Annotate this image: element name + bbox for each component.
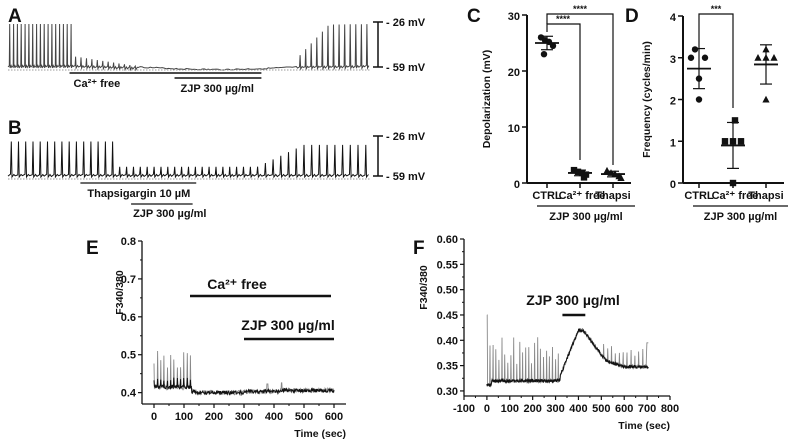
x-tick-label: 500 — [592, 403, 610, 415]
trace-b — [7, 141, 369, 179]
trace-gray-f — [486, 314, 649, 387]
data-point-triangle — [603, 166, 611, 174]
data-point-circle — [687, 54, 695, 61]
y-tick-label: 0.6 — [121, 312, 136, 324]
x-tick-label: 200 — [523, 403, 541, 415]
treatment-label-zjp-a: ZJP 300 µg/ml — [181, 83, 254, 95]
data-point-square — [580, 174, 588, 181]
y-tick-label: 0.8 — [121, 236, 136, 248]
y-axis-title: Frequency (cycles/min) — [641, 41, 653, 158]
data-point-circle — [549, 42, 557, 49]
y-tick-label: 3 — [670, 54, 676, 66]
panel-label-e: E — [86, 238, 99, 259]
data-point-square — [574, 168, 582, 175]
treatment-label-ca-free-a: Ca²⁺ free — [74, 78, 121, 90]
category-label: CTRL — [532, 190, 562, 202]
x-tick-label: 600 — [615, 403, 633, 415]
y-tick-label: 20 — [508, 67, 520, 79]
y-tick-label: 0.60 — [437, 234, 458, 246]
y-axis-title: F340/380 — [114, 270, 126, 315]
treatment-label: Ca²⁺ free — [207, 276, 267, 292]
scale-label-bottom: - 59 mV — [386, 171, 426, 183]
scale-label-top: - 26 mV — [386, 131, 426, 143]
y-tick-label: 0 — [514, 179, 520, 191]
x-tick-label: 800 — [661, 403, 679, 415]
treatment-label-thapsigargin-b: Thapsigargin 10 µM — [87, 188, 190, 200]
x-tick-label: 600 — [325, 411, 343, 423]
category-label: Ca²⁺ free — [559, 190, 606, 202]
group-bracket-label: ZJP 300 µg/ml — [704, 211, 777, 223]
x-tick-label: -100 — [453, 403, 475, 415]
significance-bracket — [546, 23, 581, 160]
y-tick-label: 0.35 — [437, 361, 458, 373]
x-axis-title: Time (sec) — [294, 428, 346, 440]
data-point-square — [731, 117, 739, 124]
panel-label-b: B — [8, 118, 22, 139]
panel-label-d: D — [625, 6, 639, 27]
y-tick-label: 1 — [670, 137, 676, 149]
y-axis-title: F340/380 — [418, 265, 430, 310]
y-tick-label: 2 — [670, 96, 676, 108]
y-tick-label: 0.40 — [437, 335, 458, 347]
group-bracket-label: ZJP 300 µg/ml — [549, 211, 622, 223]
x-tick-label: 0 — [484, 403, 490, 415]
data-point-circle — [701, 54, 709, 61]
data-point-triangle — [770, 53, 778, 61]
scale-label-bottom: - 59 mV — [386, 62, 426, 74]
data-point-triangle — [762, 95, 770, 103]
y-axis-title: Depolarization (mV) — [481, 50, 493, 149]
significance-stars: **** — [556, 14, 571, 24]
scale-label-top: - 26 mV — [386, 17, 426, 29]
y-tick-label: 4 — [670, 12, 677, 24]
y-tick-label: 0.50 — [437, 285, 458, 297]
data-point-circle — [540, 51, 548, 58]
treatment-label-zjp-b: ZJP 300 µg/ml — [133, 208, 206, 220]
significance-bracket — [546, 13, 614, 165]
y-tick-label: 0.55 — [437, 259, 458, 271]
category-label: Thapsi — [595, 190, 630, 202]
x-tick-label: 400 — [265, 411, 283, 423]
data-point-circle — [691, 46, 699, 53]
panel-label-f: F — [413, 238, 425, 259]
trace-black-e — [153, 377, 335, 397]
y-tick-label: 0 — [670, 179, 676, 191]
data-point-circle — [695, 96, 703, 103]
significance-stars: *** — [711, 4, 722, 14]
y-tick-label: 0.7 — [121, 274, 136, 286]
data-point-square — [729, 179, 737, 187]
x-tick-label: 100 — [175, 411, 193, 423]
category-label: Thapsi — [748, 190, 783, 202]
panel-label-c: C — [467, 6, 481, 27]
data-point-square — [721, 138, 729, 145]
category-label: Ca²⁺ free — [712, 190, 759, 202]
x-tick-label: 200 — [205, 411, 223, 423]
y-tick-label: 10 — [508, 123, 520, 135]
significance-bracket — [698, 13, 734, 108]
significance-stars: **** — [573, 4, 588, 14]
x-tick-label: 300 — [546, 403, 564, 415]
y-tick-label: 0.5 — [121, 350, 136, 362]
x-axis-title: Time (sec) — [618, 420, 670, 432]
y-tick-label: 30 — [508, 11, 520, 23]
data-point-triangle — [617, 174, 625, 181]
x-tick-label: 700 — [638, 403, 656, 415]
treatment-label: ZJP 300 µg/ml — [526, 292, 619, 308]
x-tick-label: 100 — [501, 403, 519, 415]
x-tick-label: 300 — [235, 411, 253, 423]
data-point-triangle — [754, 53, 762, 61]
y-tick-label: 0.30 — [437, 386, 458, 398]
x-tick-label: 400 — [569, 403, 587, 415]
category-label: CTRL — [684, 190, 714, 202]
treatment-label: ZJP 300 µg/ml — [241, 317, 334, 333]
y-tick-label: 0.4 — [121, 388, 137, 400]
x-tick-label: 0 — [151, 411, 157, 423]
x-tick-label: 500 — [295, 411, 313, 423]
trace-a — [7, 23, 370, 72]
trace-black-f — [486, 328, 649, 388]
y-tick-label: 0.45 — [437, 310, 458, 322]
panel-label-a: A — [8, 6, 22, 27]
data-point-square — [737, 138, 745, 145]
